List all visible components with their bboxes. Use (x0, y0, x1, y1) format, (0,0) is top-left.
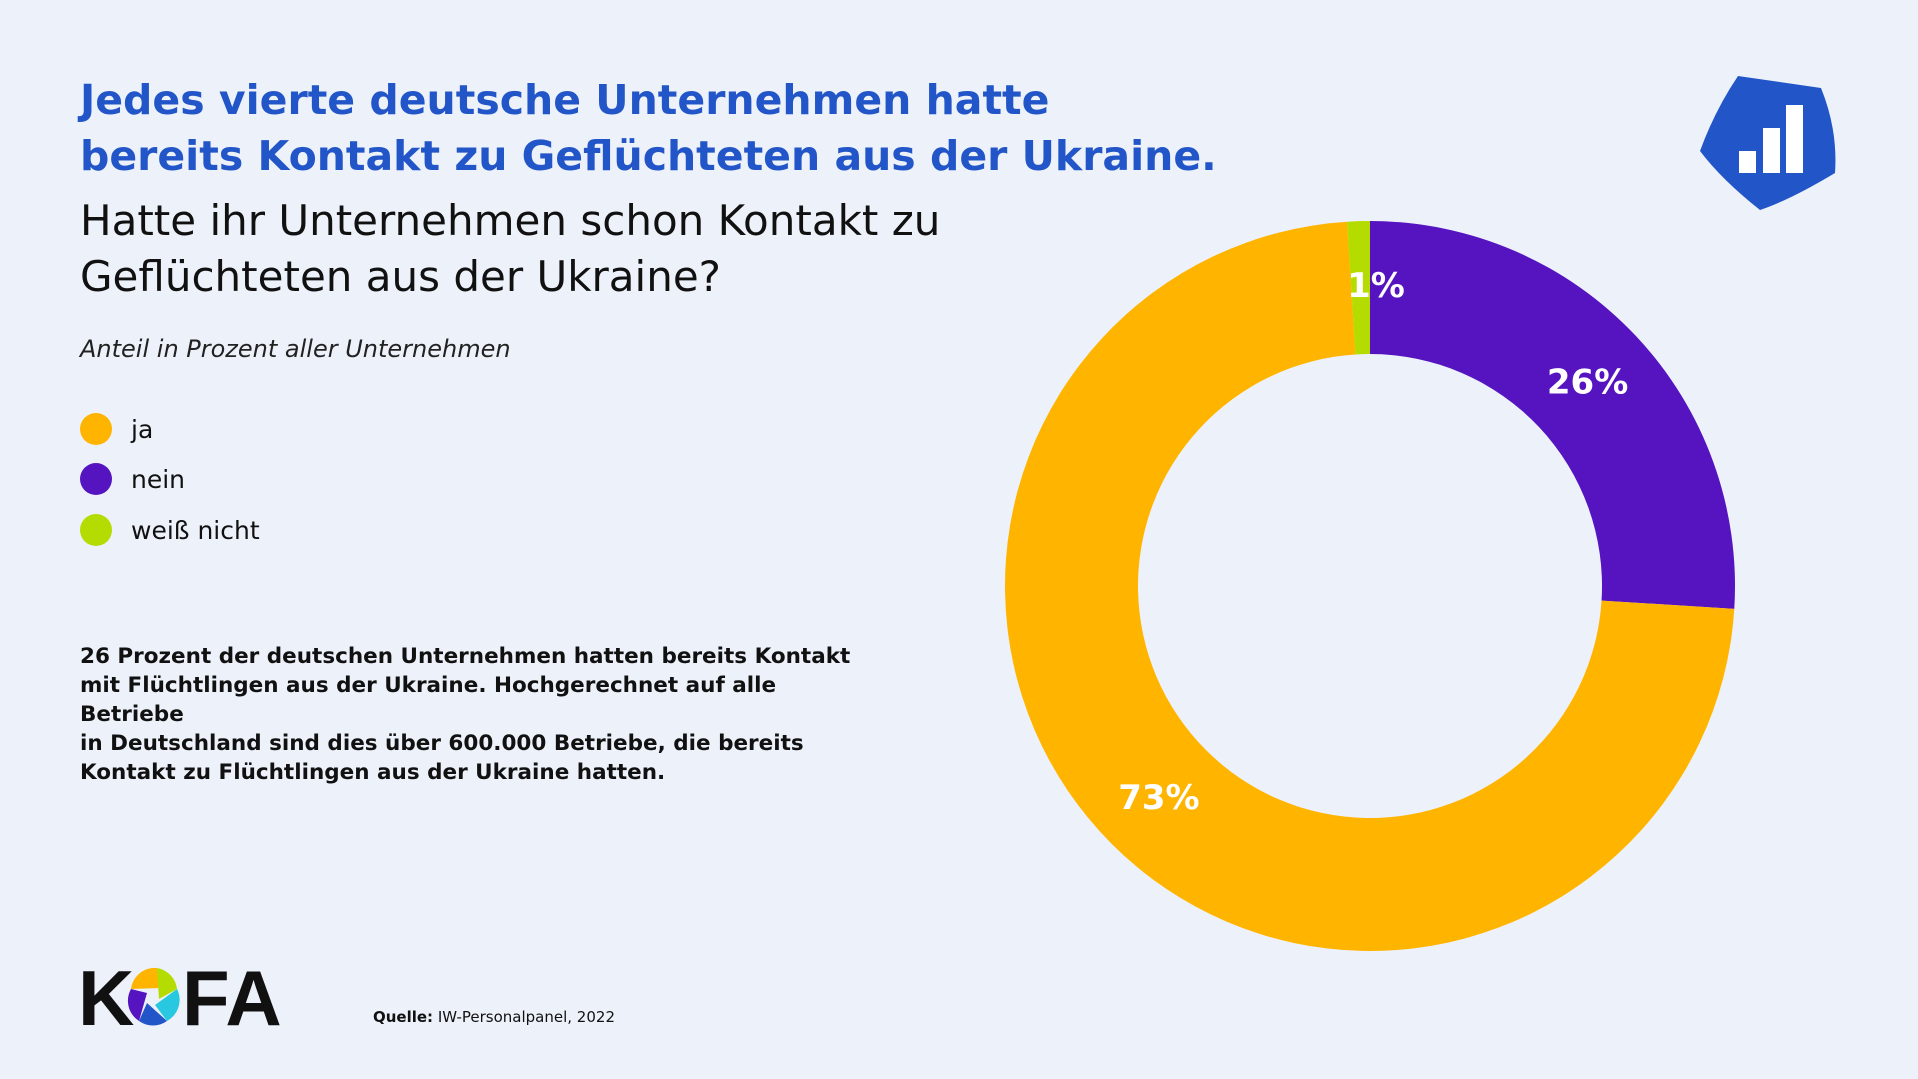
description-line: 26 Prozent der deutschen Unternehmen hat… (80, 644, 851, 669)
data-label-weiss-nicht: 1% (1347, 266, 1405, 306)
source-text: IW-Personalpanel, 2022 (433, 1008, 615, 1026)
chart-bars-shield-icon (1700, 76, 1836, 210)
description-line: mit Flüchtlingen aus der Ukraine. Hochge… (80, 673, 777, 727)
data-label-nein: 26% (1547, 363, 1628, 403)
chart-subtitle: Hatte ihr Unternehmen schon Kontakt zu G… (80, 193, 940, 305)
description-text: 26 Prozent der deutschen Unternehmen hat… (80, 642, 880, 787)
svg-text:FA: FA (182, 954, 282, 1042)
legend-label: ja (131, 414, 154, 444)
data-label-ja: 73% (1118, 778, 1199, 818)
unit-note: Anteil in Prozent aller Unternehmen (80, 335, 511, 363)
legend-label: weiß nicht (131, 515, 260, 545)
legend-item-nein: nein (80, 463, 185, 495)
slice-weiss-nicht (1347, 221, 1370, 355)
legend-item-ja: ja (80, 413, 153, 445)
legend-swatch (80, 413, 112, 445)
svg-text:K: K (78, 954, 134, 1042)
title-line: Jedes vierte deutsche Unternehmen hatte (80, 76, 1050, 124)
legend-swatch (80, 463, 112, 495)
kofa-logo: K FA (78, 954, 282, 1042)
slice-ja (1005, 221, 1735, 952)
description-line: in Deutschland sind dies über 600.000 Be… (80, 731, 804, 756)
subtitle-line: Hatte ihr Unternehmen schon Kontakt zu (80, 196, 941, 245)
legend-label: nein (131, 464, 186, 494)
description-line: Kontakt zu Flüchtlingen aus der Ukraine … (80, 760, 666, 785)
chart-title: Jedes vierte deutsche Unternehmen hatte … (80, 72, 1217, 184)
legend-item-weiss-nicht: weiß nicht (80, 514, 260, 546)
subtitle-line: Geflüchteten aus der Ukraine? (80, 252, 721, 301)
title-line: bereits Kontakt zu Geflüchteten aus der … (80, 132, 1217, 180)
slice-nein (1370, 221, 1736, 609)
source-label: Quelle: (373, 1008, 434, 1026)
legend-swatch (80, 514, 112, 546)
source-note: Quelle: IW-Personalpanel, 2022 (373, 1008, 615, 1026)
